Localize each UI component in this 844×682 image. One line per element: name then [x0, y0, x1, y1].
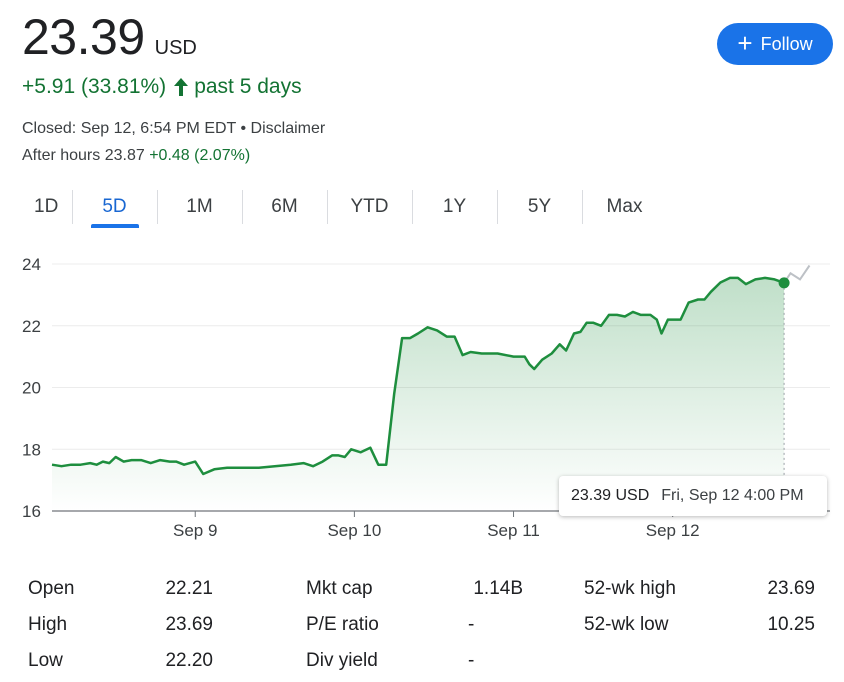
follow-label: Follow — [760, 33, 813, 54]
stat-label-mkt-cap: Mkt cap — [306, 578, 373, 599]
stat-label-52wk-high: 52-wk high — [584, 578, 676, 599]
change-period: past 5 days — [194, 75, 302, 98]
after-hours-change: +0.48 (2.07%) — [149, 147, 251, 164]
price-change: +5.91 (33.81%) past 5 days — [22, 75, 302, 99]
x-tick-label: Sep 10 — [327, 521, 381, 540]
stat-label-52wk-low: 52-wk low — [584, 614, 669, 635]
tab-6m[interactable]: 6M — [242, 188, 327, 228]
active-tab-indicator — [90, 224, 139, 228]
chart-tooltip: 23.39 USD Fri, Sep 12 4:00 PM — [559, 476, 827, 516]
stat-label-low: Low — [28, 650, 63, 671]
y-tick-label: 22 — [22, 317, 41, 336]
tab-1d[interactable]: 1D — [34, 196, 59, 217]
y-tick-label: 16 — [22, 502, 41, 521]
up-arrow-icon — [174, 78, 189, 96]
after-hours-line — [783, 264, 811, 284]
stat-value-high: 23.69 — [165, 614, 213, 635]
stat-value-mkt-cap: 1.14B — [473, 578, 523, 599]
change-value: +5.91 (33.81%) — [22, 75, 167, 98]
closed-status: Closed: Sep 12, 6:54 PM EDT • Disclaimer — [22, 120, 326, 137]
x-tick-label: Sep 9 — [173, 521, 217, 540]
tab-5d[interactable]: 5D — [72, 188, 157, 228]
range-tabs: 1D 5D 1M 6M YTD 1Y 5Y Max — [22, 188, 667, 228]
tab-1y[interactable]: 1Y — [412, 188, 497, 228]
price-area — [52, 277, 785, 511]
stat-value-low: 22.20 — [165, 650, 213, 671]
tab-max[interactable]: Max — [582, 188, 667, 228]
price-chart[interactable]: 16 18 20 22 24 Sep 9 Sep 10 Sep 11 Sep 12 — [0, 240, 844, 550]
plus-icon: + — [737, 28, 753, 58]
tab-1m[interactable]: 1M — [157, 188, 242, 228]
tooltip-price: 23.39 USD — [571, 487, 650, 504]
follow-button[interactable]: + Follow — [717, 23, 833, 65]
stat-label-div-yield: Div yield — [306, 650, 378, 671]
x-tick-label: Sep 12 — [646, 521, 700, 540]
current-price: 23.39 — [22, 9, 145, 65]
after-hours-price: After hours 23.87 — [22, 147, 145, 164]
tooltip-date: Fri, Sep 12 4:00 PM — [661, 487, 804, 504]
y-tick-label: 18 — [22, 440, 41, 459]
price-line — [51, 276, 785, 476]
hover-point — [778, 277, 790, 289]
currency-label: USD — [154, 37, 197, 59]
x-tick-label: Sep 11 — [487, 521, 540, 540]
stat-value-div-yield: - — [468, 650, 475, 671]
stat-value-52wk-low: 10.25 — [767, 614, 815, 635]
price-header: 23.39 USD — [22, 8, 197, 66]
y-tick-label: 24 — [22, 255, 41, 274]
tab-ytd[interactable]: YTD — [327, 188, 412, 228]
stat-value-52wk-high: 23.69 — [767, 578, 815, 599]
stat-value-open: 22.21 — [165, 578, 213, 599]
y-tick-label: 20 — [22, 379, 41, 398]
stat-label-pe-ratio: P/E ratio — [306, 614, 379, 635]
stat-label-open: Open — [28, 578, 75, 599]
stat-value-pe-ratio: - — [468, 614, 475, 635]
stat-label-high: High — [28, 614, 68, 635]
after-hours: After hours 23.87 +0.48 (2.07%) — [22, 147, 250, 165]
tab-5y[interactable]: 5Y — [497, 188, 582, 228]
